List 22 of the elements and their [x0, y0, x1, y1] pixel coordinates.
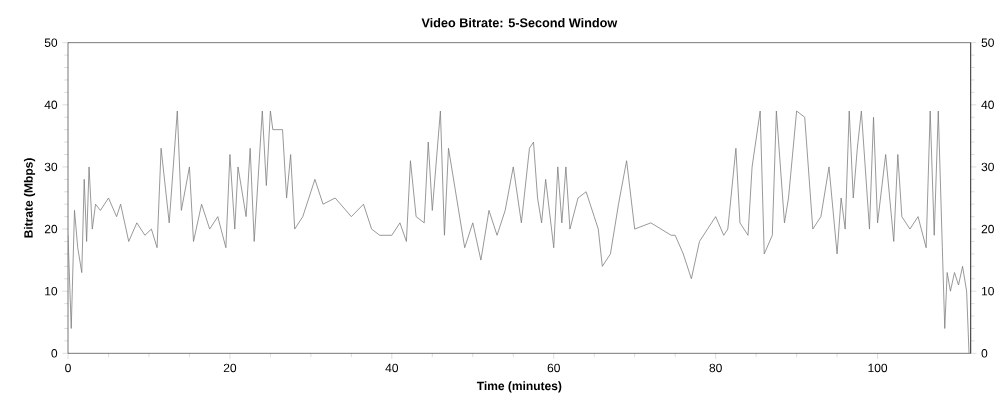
y2-tick-label: 50 [981, 38, 994, 47]
y-tick-label: 0 [51, 349, 58, 358]
x-axis-title: Time (minutes) [476, 381, 562, 393]
line-series [68, 110, 970, 354]
x-tick-label: 20 [223, 363, 237, 373]
y-tick-label: 10 [45, 286, 58, 296]
x-tick-label: 100 [868, 363, 888, 373]
y-axis-title: Bitrate (Mbps) [23, 158, 36, 238]
x-tick-label: 80 [709, 363, 722, 373]
y-tick-label: 30 [44, 162, 58, 172]
y2-tick-label: 30 [981, 162, 994, 172]
y2-tick-label: 40 [981, 100, 994, 110]
y2-tick-label: 10 [981, 286, 994, 296]
y-tick-label: 20 [44, 224, 58, 234]
chart-title: Video Bitrate: 5-Second Window [421, 17, 618, 28]
x-tick-label: 0 [65, 363, 71, 373]
y2-tick-label: 0 [981, 349, 988, 358]
x-tick-label: 40 [385, 363, 399, 373]
x-tick-label: 60 [547, 363, 560, 373]
y-tick-label: 40 [44, 100, 58, 110]
y2-tick-label: 20 [981, 224, 994, 234]
y-tick-label: 50 [44, 38, 58, 47]
